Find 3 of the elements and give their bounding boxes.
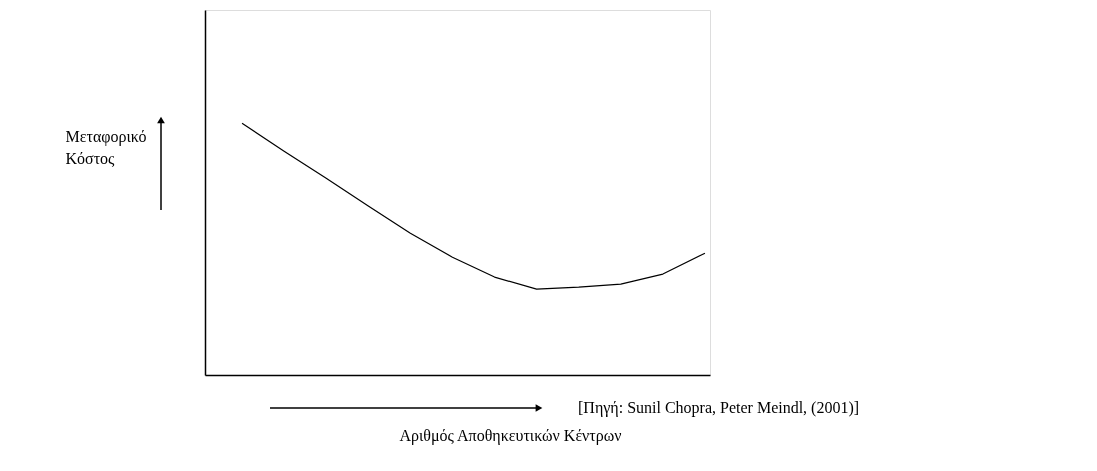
- x-axis-title: Αριθμός Αποθηκευτικών Κέντρων: [399, 426, 622, 445]
- y-axis-title: Μεταφορικό Κόστος: [65, 127, 147, 167]
- text: [Πηγή: Sunil Chopra, Peter Meindl, (2001)]: [578, 399, 860, 417]
